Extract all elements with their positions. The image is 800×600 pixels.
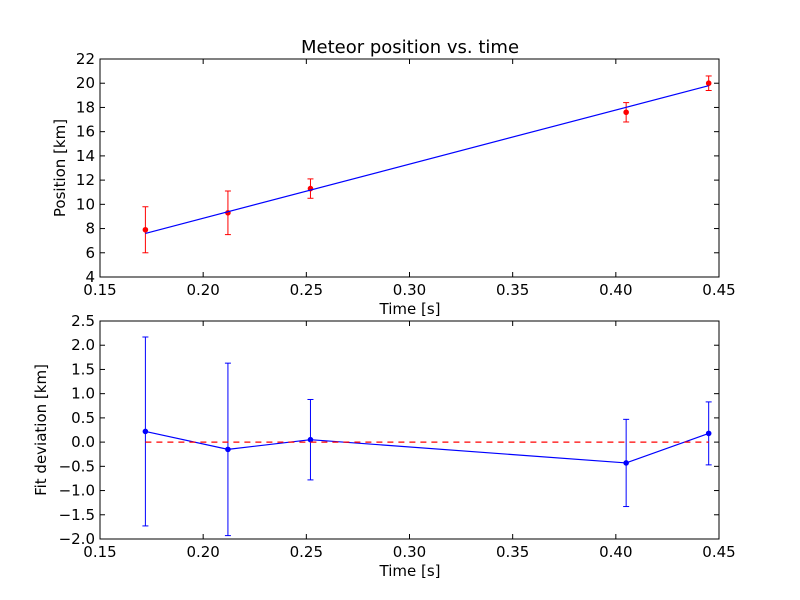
data-point: [142, 428, 149, 435]
x-tick-label: 0.30: [393, 281, 426, 299]
y-tick-label: 22: [76, 50, 95, 68]
y-tick-label: −1.0: [59, 482, 95, 500]
y-tick-label: 8: [85, 220, 95, 238]
data-point: [623, 109, 629, 116]
y-tick-label: 16: [76, 123, 95, 141]
y-tick-label: −1.5: [59, 506, 95, 524]
data-point: [225, 446, 231, 453]
y-axis-label: Position [km]: [51, 119, 69, 217]
y-tick-label: 0.5: [71, 409, 95, 427]
ticks: 0.15 0.20 0.25 0.30 0.35 0.40 0.45 −2.0 −1.5 −1.0…: [59, 312, 736, 561]
x-tick-label: 0.15: [83, 543, 116, 561]
x-tick-label: 0.15: [83, 281, 116, 299]
data-marks: [142, 75, 712, 254]
plot-frame: [99, 320, 720, 540]
deviation-chart: Time [s] Fit deviation [km] 0.15 0.20 0.25…: [32, 312, 736, 580]
y-tick-label: −2.0: [59, 530, 95, 548]
y-tick-label: 4: [85, 268, 95, 286]
data-point: [705, 80, 712, 87]
x-tick-label: 0.35: [496, 543, 529, 561]
y-tick-label: 18: [76, 98, 95, 116]
x-tick-label: 0.40: [599, 281, 632, 299]
data-point: [142, 226, 149, 233]
data-point: [623, 460, 629, 466]
x-tick-label: 0.30: [393, 543, 426, 561]
x-tick-label: 0.45: [702, 281, 735, 299]
y-tick-label: 20: [76, 74, 95, 92]
data-marks: [142, 336, 712, 537]
y-tick-label: 10: [76, 195, 95, 213]
x-axis-label: Time [s]: [379, 562, 441, 580]
y-tick-label: 14: [76, 147, 95, 165]
data-point: [307, 436, 314, 443]
x-tick-label: 0.40: [599, 543, 632, 561]
y-tick-label: 2.0: [71, 336, 95, 354]
y-tick-label: 1.5: [71, 360, 95, 378]
data-point: [705, 430, 712, 437]
y-tick-label: −0.5: [59, 457, 95, 475]
position-chart: Meteor position vs. time Time [s] Positi…: [51, 37, 736, 318]
y-tick-label: 2.5: [71, 312, 95, 330]
x-tick-label: 0.25: [290, 543, 323, 561]
x-tick-label: 0.20: [186, 281, 219, 299]
x-tick-label: 0.25: [290, 281, 323, 299]
x-axis-label: Time [s]: [379, 300, 441, 318]
x-tick-label: 0.20: [186, 543, 219, 561]
series-line: [145, 430, 709, 464]
y-axis-label: Fit deviation [km]: [32, 364, 50, 496]
x-tick-label: 0.35: [496, 281, 529, 299]
y-tick-label: 6: [85, 244, 95, 262]
y-tick-label: 12: [76, 171, 95, 189]
y-tick-label: 1.0: [71, 385, 95, 403]
x-tick-label: 0.45: [702, 543, 735, 561]
series-line: [145, 85, 709, 234]
ticks: 0.15 0.20 0.25 0.30 0.35 0.40 0.45 4 6 8 10 12 14 16 1…: [76, 50, 736, 299]
chart-title: Meteor position vs. time: [301, 37, 519, 58]
y-tick-label: 0.0: [71, 433, 95, 451]
plot-frame: [99, 58, 720, 278]
